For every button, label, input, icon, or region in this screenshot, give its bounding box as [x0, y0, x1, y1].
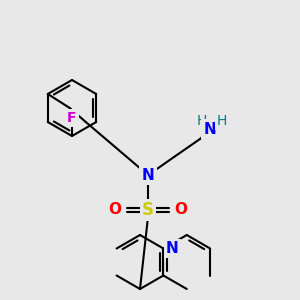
Text: S: S	[142, 201, 154, 219]
Text: N: N	[142, 167, 154, 182]
Text: O: O	[109, 202, 122, 217]
Text: N: N	[166, 241, 179, 256]
Text: F: F	[67, 111, 77, 125]
Text: H: H	[217, 114, 227, 128]
Text: H: H	[197, 114, 207, 128]
Text: N: N	[204, 122, 216, 136]
Text: O: O	[175, 202, 188, 217]
